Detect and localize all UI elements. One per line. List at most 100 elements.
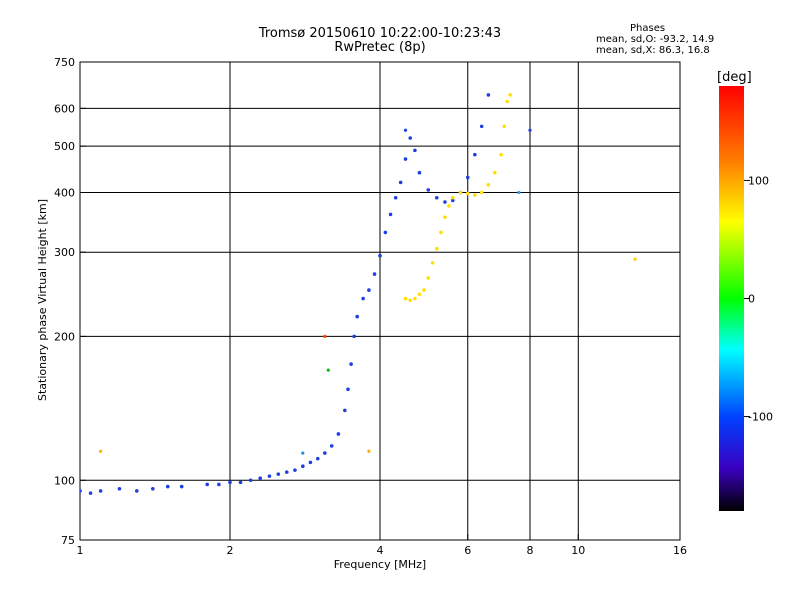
y-axis-ticks: 75 100 200 300 400 500 600 750 [54, 56, 86, 547]
data-point-o-mode [361, 296, 365, 301]
data-point-o-mode [355, 314, 359, 319]
data-point-o-mode [372, 272, 377, 276]
data-point-x-mode [447, 204, 451, 208]
data-point-o-mode [408, 136, 413, 140]
data-point-o-mode [88, 491, 93, 495]
data-point-o-mode [267, 474, 272, 478]
colorbar-tick-label: 100 [748, 174, 769, 187]
x-tick-label: 6 [464, 544, 471, 557]
data-point-o-mode [217, 482, 221, 487]
y-tick-label: 400 [54, 186, 75, 199]
outlier-point [517, 190, 521, 195]
colorbar-tick-label: -100 [748, 411, 773, 424]
outlier-point [301, 451, 305, 455]
data-point-o-mode [117, 486, 122, 491]
data-point-o-mode [349, 362, 353, 366]
colorbar-tick-label: 0 [748, 293, 755, 306]
data-point-o-mode [301, 464, 305, 469]
data-point-o-mode [323, 451, 327, 455]
y-tick-label: 600 [54, 102, 75, 115]
data-point-o-mode [413, 148, 417, 153]
data-point-o-mode [403, 157, 408, 161]
data-point-x-mode [458, 190, 463, 195]
data-point-o-mode [293, 468, 297, 472]
data-point-o-mode [308, 460, 313, 465]
data-point-o-mode [443, 200, 447, 204]
data-point-x-mode [439, 230, 443, 235]
data-point-o-mode [315, 456, 320, 461]
data-point-o-mode [451, 198, 455, 203]
data-point-o-mode [343, 408, 347, 413]
data-point-x-mode [451, 195, 455, 200]
phases-mean-o: mean, sd,O: -93.2, 14.9 [596, 34, 715, 45]
data-point-o-mode [346, 387, 350, 392]
data-point-x-mode [417, 292, 422, 297]
grid-lines [80, 62, 680, 540]
y-axis-label: Stationary phase Virtual Height [km] [36, 199, 49, 401]
data-point-x-mode [508, 93, 512, 97]
data-point-o-mode [336, 432, 341, 436]
y-tick-label: 750 [54, 56, 75, 69]
data-point-x-mode [502, 124, 506, 129]
data-point-x-mode [499, 152, 503, 157]
data-point-o-mode [426, 188, 431, 192]
y-tick-label: 500 [54, 140, 75, 153]
x-tick-label: 2 [227, 544, 234, 557]
data-point-o-mode [134, 489, 139, 493]
data-point-x-mode [426, 276, 431, 280]
data-point-o-mode [276, 472, 281, 476]
data-point-o-mode [165, 484, 170, 489]
data-point-x-mode [479, 190, 484, 195]
chart-subtitle: RwPretec (8p) [334, 40, 426, 55]
outlier-point [326, 368, 330, 372]
data-point-o-mode [434, 195, 439, 200]
outlier-point [528, 128, 532, 132]
x-tick-label: 10 [571, 544, 585, 557]
colorbar [719, 86, 744, 511]
data-point-o-mode [473, 152, 477, 157]
data-point-o-mode [465, 175, 470, 180]
data-point-o-mode [179, 484, 184, 489]
data-point-x-mode [408, 298, 413, 303]
colorbar-ticks: 100 0 -100 [744, 174, 773, 424]
x-tick-label: 8 [527, 544, 534, 557]
y-tick-label: 300 [54, 246, 75, 259]
data-point-o-mode [352, 334, 356, 339]
data-points [80, 93, 637, 495]
data-point-o-mode [367, 288, 371, 292]
outlier-point [323, 334, 327, 338]
x-tick-label: 16 [673, 544, 687, 557]
x-tick-label: 1 [77, 544, 84, 557]
data-point-o-mode [329, 444, 334, 448]
data-point-o-mode [284, 470, 289, 474]
x-axis-ticks: 1 2 4 6 8 10 16 [77, 534, 687, 557]
y-tick-label: 75 [61, 534, 75, 547]
data-point-o-mode [378, 253, 382, 258]
x-tick-label: 4 [377, 544, 384, 557]
chart-title: Tromsø 20150610 10:22:00-10:23:43 [258, 26, 502, 41]
data-point-o-mode [383, 230, 388, 235]
colorbar-unit: [deg] [717, 70, 752, 85]
data-point-o-mode [151, 486, 155, 491]
data-point-o-mode [479, 124, 484, 129]
phases-mean-x: mean, sd,X: 86.3, 16.8 [596, 45, 710, 56]
phases-heading: Phases [630, 23, 666, 34]
data-point-o-mode [98, 489, 103, 493]
data-point-x-mode [403, 296, 408, 301]
outlier-point [367, 449, 371, 453]
data-point-x-mode [443, 215, 447, 220]
data-point-o-mode [393, 195, 398, 200]
data-point-o-mode [388, 212, 393, 217]
y-tick-label: 100 [54, 474, 75, 487]
data-point-o-mode [205, 482, 209, 487]
data-point-o-mode [398, 180, 403, 185]
data-point-x-mode [505, 99, 509, 104]
data-point-x-mode [493, 170, 497, 175]
data-point-x-mode [422, 288, 426, 292]
data-point-o-mode [248, 478, 253, 483]
data-point-o-mode [417, 170, 422, 175]
data-point-o-mode [258, 476, 263, 481]
data-point-x-mode [413, 296, 417, 301]
y-tick-label: 200 [54, 330, 75, 343]
